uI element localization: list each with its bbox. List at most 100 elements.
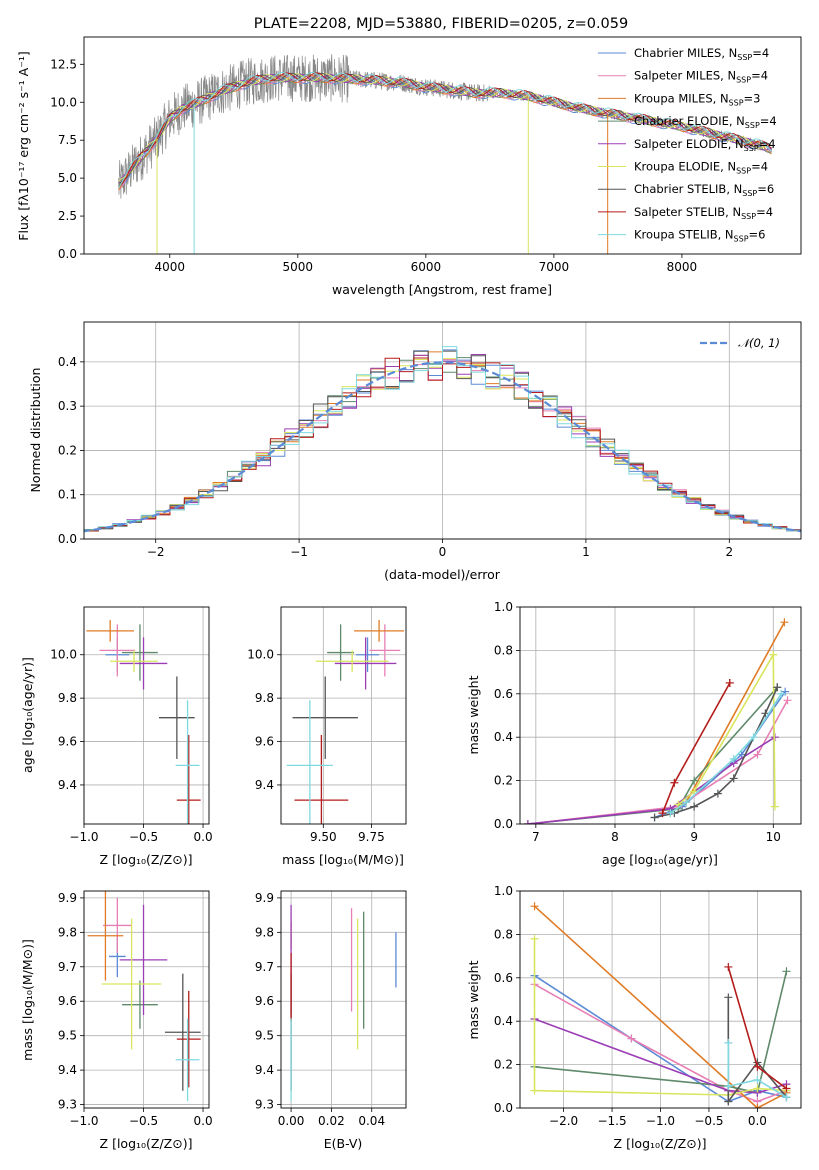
weight-marker-kroupa-elodie — [530, 1086, 539, 1095]
weight-line-kroupa-elodie — [677, 651, 776, 807]
x-tick-label: 0.02 — [318, 1114, 345, 1128]
y-tick-label: 5.0 — [58, 171, 77, 185]
mass-vs-z-points — [87, 891, 201, 1102]
axes-frame — [519, 890, 802, 1109]
weight-marker-kroupa-stelib — [729, 754, 738, 763]
weight-marker-chabrier-stelib — [724, 993, 733, 1002]
weight-marker-salpeter-stelib — [724, 962, 733, 971]
axes-frame — [83, 321, 802, 540]
legend-label-chabrier-elodie: Chabrier ELODIE, NSSP=4 — [634, 114, 777, 130]
weight-marker-chabrier-stelib — [690, 802, 699, 811]
y-tick-label: 0.1 — [58, 488, 77, 502]
y-tick-label: 0.6 — [494, 971, 513, 985]
y-tick-label: 9.5 — [58, 1029, 77, 1043]
y-tick-label: 9.9 — [58, 891, 77, 905]
x-tick-label: 0.00 — [278, 1114, 305, 1128]
y-tick-label: 0.0 — [494, 1101, 513, 1115]
x-tick-label: 6000 — [411, 260, 442, 274]
y-tick-label: 10.0 — [50, 95, 77, 109]
weight-marker-kroupa-elodie — [530, 934, 539, 943]
y-tick-label: 0.2 — [58, 443, 77, 457]
mass-vs-ebv-x-label: E(B-V) — [324, 1136, 363, 1151]
weight-vs-z-lines — [530, 902, 791, 1108]
model-line-salpeter-elodie — [118, 73, 772, 184]
legend-label-chabrier-miles: Chabrier MILES, NSSP=4 — [634, 46, 769, 62]
weight-vs-z-y-label: mass weight — [466, 960, 481, 1039]
y-tick-label: 0.3 — [58, 399, 77, 413]
y-tick-label: 7.5 — [58, 133, 77, 147]
spectrum-plot-area — [118, 54, 772, 254]
x-tick-label: 1 — [582, 545, 590, 559]
y-tick-label: 9.8 — [58, 925, 77, 939]
weight-marker-chabrier-stelib — [729, 774, 738, 783]
spectrum-legend: Chabrier MILES, NSSP=4 Salpeter MILES, NS… — [598, 46, 777, 244]
y-tick-label: 9.8 — [255, 691, 274, 705]
weight-marker-salpeter-stelib — [782, 1084, 791, 1093]
legend-label-kroupa-elodie: Kroupa ELODIE, NSSP=4 — [634, 160, 768, 176]
y-tick-label: 9.8 — [58, 691, 77, 705]
weight-marker-kroupa-elodie — [753, 1084, 762, 1093]
weight-marker-salpeter-miles — [753, 750, 762, 759]
y-tick-label: 9.4 — [58, 778, 77, 792]
y-tick-label: 0.2 — [494, 774, 513, 788]
weight-marker-chabrier-stelib — [650, 813, 659, 822]
weight-marker-salpeter-miles — [627, 1034, 636, 1043]
weight-marker-salpeter-miles — [783, 696, 792, 705]
histogram-step-kroupa-stelib — [84, 346, 801, 533]
weight-vs-age-y-label: mass weight — [466, 675, 481, 754]
age-vs-mass-points — [286, 620, 405, 824]
weight-marker-salpeter-elodie — [523, 820, 532, 824]
x-tick-label: 8000 — [667, 260, 698, 274]
y-tick-label: 0.0 — [58, 532, 77, 546]
age-vs-z-points — [86, 620, 201, 824]
weight-marker-kroupa-stelib — [682, 798, 691, 807]
y-tick-label: 0.8 — [494, 927, 513, 941]
weight-marker-kroupa-miles — [780, 618, 789, 627]
residual-x-label: (data-model)/error — [384, 567, 501, 582]
legend-label-normal: 𝒩(0, 1) — [738, 336, 780, 350]
age-vs-z: −1.0 −0.5 0.0 9.4 9.6 9.8 10.0 Z [log₁₀(Z/Z⊙)] a… — [20, 606, 213, 867]
spectrum-axes: 4000 5000 6000 7000 8000 0.0 2.5 5.0 7.5 10.0 12.5… — [16, 36, 802, 297]
residual-legend: 𝒩(0, 1) — [700, 336, 780, 350]
axes-frame — [83, 606, 210, 825]
axes-frame — [519, 606, 802, 825]
weight-marker-salpeter-stelib — [725, 678, 734, 687]
weight-marker-chabrier-elodie — [782, 967, 791, 976]
x-tick-label: −2 — [147, 545, 165, 559]
x-tick-label: 0.0 — [194, 1114, 213, 1128]
weight-marker-kroupa-stelib — [749, 733, 758, 742]
y-tick-label: 9.6 — [255, 735, 274, 749]
weight-marker-salpeter-stelib — [658, 809, 667, 818]
mass-vs-ebv-points — [290, 904, 397, 1102]
model-line-salpeter-stelib — [118, 72, 772, 187]
y-tick-label: 1.0 — [494, 600, 513, 614]
weight-marker-chabrier-elodie — [690, 776, 699, 785]
y-tick-label: 9.7 — [255, 960, 274, 974]
weight-marker-kroupa-stelib — [753, 1075, 762, 1084]
y-tick-label: 0.2 — [494, 1058, 513, 1072]
x-tick-label: −1.0 — [69, 1114, 98, 1128]
weight-line-kroupa-miles — [533, 905, 787, 1108]
legend-label-salpeter-stelib: Salpeter STELIB, NSSP=4 — [634, 205, 773, 221]
spectrum-title: PLATE=2208, MJD=53880, FIBERID=0205, z=0… — [254, 16, 628, 32]
y-tick-label: 9.4 — [255, 1063, 274, 1077]
weight-vs-age: 7 8 9 10 0.0 0.2 0.4 0.6 0.8 1.0 age [log₁₀(age/yr… — [466, 600, 802, 867]
weight-marker-salpeter-stelib — [670, 778, 679, 787]
weight-marker-kroupa-elodie — [770, 802, 779, 811]
y-tick-label: 9.4 — [255, 778, 274, 792]
model-line-chabrier-stelib — [118, 72, 772, 184]
chart-layer: 4000 5000 6000 7000 80000.02.55.07.510.012.5… — [16, 36, 802, 1151]
mass-vs-ebv: 0.00 0.02 0.04 9.3 9.4 9.5 9.6 9.7 9.8 9.9 E(B-V) — [255, 890, 407, 1151]
y-tick-label: 0.4 — [58, 355, 77, 369]
x-tick-label: −1.0 — [646, 1114, 675, 1128]
y-tick-label: 9.7 — [58, 960, 77, 974]
y-tick-label: 9.6 — [58, 735, 77, 749]
residual-axes: −2 −1 0 1 2 0.0 0.1 0.2 0.3 0.4 𝒩(0, 1) (data-model… — [28, 321, 802, 582]
legend-label-kroupa-stelib: Kroupa STELIB, NSSP=6 — [634, 228, 765, 244]
weight-marker-kroupa-miles — [530, 902, 539, 911]
model-line-kroupa-miles — [118, 74, 772, 191]
axes-frame — [280, 890, 407, 1109]
x-tick-label: 7 — [532, 830, 540, 844]
weight-line-chabrier-elodie — [534, 971, 788, 1094]
